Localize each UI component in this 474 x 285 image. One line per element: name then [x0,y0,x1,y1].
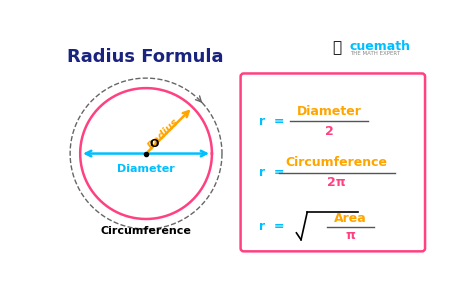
Text: cuemath: cuemath [350,40,411,53]
Text: r  =: r = [259,115,285,128]
FancyBboxPatch shape [241,74,425,251]
Text: 🚀: 🚀 [332,40,341,55]
Text: Diameter: Diameter [117,164,175,174]
Text: O: O [150,139,159,149]
Text: 2π: 2π [328,176,346,189]
Text: Radius Formula: Radius Formula [67,48,224,66]
Text: THE MATH EXPERT: THE MATH EXPERT [350,51,400,56]
Text: r  =: r = [259,166,285,179]
Text: Circumference: Circumference [286,156,388,169]
Text: π: π [346,229,356,242]
Text: Diameter: Diameter [297,105,361,118]
Text: Area: Area [334,212,367,225]
Text: 2: 2 [325,125,333,138]
Text: Circumference: Circumference [100,226,191,236]
Text: r  =: r = [259,220,285,233]
Text: Radius: Radius [146,117,181,152]
